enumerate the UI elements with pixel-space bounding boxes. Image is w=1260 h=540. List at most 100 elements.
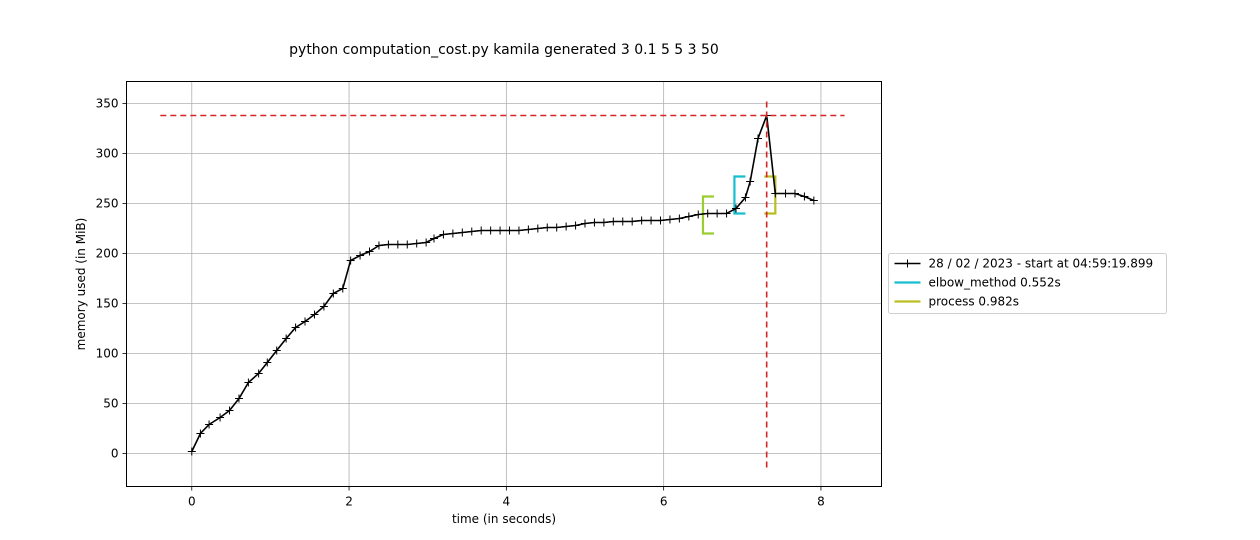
data-point — [282, 334, 291, 343]
y-tick-label: 300 — [96, 147, 119, 161]
data-point — [800, 192, 809, 201]
data-point — [754, 134, 763, 143]
data-point — [533, 224, 542, 233]
legend-label: 28 / 02 / 2023 - start at 04:59:19.899 — [929, 257, 1154, 271]
data-point — [254, 369, 263, 378]
data-point — [329, 289, 338, 298]
x-tick-label: 4 — [503, 495, 511, 509]
data-point — [637, 216, 646, 225]
data-point — [384, 240, 393, 249]
x-axis-ticks: 0 2 4 6 8 — [188, 486, 825, 509]
function-bracket — [701, 195, 714, 235]
data-point — [722, 209, 731, 218]
data-point — [403, 240, 412, 249]
data-point — [244, 378, 253, 387]
data-point — [374, 241, 383, 250]
chart-title: python computation_cost.py kamila genera… — [289, 42, 719, 58]
y-tick-label: 350 — [96, 97, 119, 111]
data-point — [571, 221, 580, 230]
data-point — [205, 420, 214, 429]
data-point — [272, 346, 281, 355]
y-axis-label: memory used (in MiB) — [74, 218, 88, 351]
grid-lines — [126, 81, 882, 487]
legend: 28 / 02 / 2023 - start at 04:59:19.899 el… — [888, 253, 1167, 314]
data-point — [618, 217, 627, 226]
data-point — [684, 212, 693, 221]
legend-label: process 0.982s — [929, 295, 1020, 309]
data-point — [656, 216, 665, 225]
data-point — [412, 239, 421, 248]
data-point — [609, 217, 618, 226]
data-point — [552, 223, 561, 232]
data-point — [713, 209, 722, 218]
data-point — [430, 234, 439, 243]
data-point — [393, 240, 402, 249]
x-tick-label: 0 — [188, 495, 196, 509]
y-tick-label: 200 — [96, 247, 119, 261]
data-point — [496, 226, 505, 235]
data-point — [439, 230, 448, 239]
legend-entry: elbow_method 0.552s — [894, 276, 1061, 290]
data-point — [187, 447, 196, 456]
data-point — [291, 323, 300, 332]
y-tick-label: 250 — [96, 197, 119, 211]
data-point — [599, 218, 608, 227]
data-point — [486, 226, 495, 235]
y-axis-ticks: 0 50 100 150 200 250 300 350 — [96, 97, 127, 461]
y-tick-label: 50 — [103, 397, 118, 411]
data-point — [234, 394, 243, 403]
data-point — [338, 284, 347, 293]
memory-series-line — [191, 115, 815, 452]
x-tick-label: 2 — [345, 495, 353, 509]
y-tick-label: 150 — [96, 297, 119, 311]
axes-frame — [126, 81, 882, 487]
data-point — [809, 196, 818, 205]
data-point — [524, 225, 533, 234]
x-tick-label: 6 — [660, 495, 668, 509]
data-point — [301, 317, 310, 326]
data-point — [216, 413, 225, 422]
data-point — [703, 209, 712, 218]
data-point — [458, 228, 467, 237]
data-point — [590, 218, 599, 227]
legend-entry: 28 / 02 / 2023 - start at 04:59:19.899 — [894, 257, 1154, 271]
data-point — [505, 226, 514, 235]
data-point — [790, 189, 799, 198]
data-point — [543, 223, 552, 232]
legend-box — [888, 253, 1167, 314]
data-point — [467, 227, 476, 236]
legend-label: elbow_method 0.552s — [929, 276, 1061, 290]
plot-area — [160, 99, 845, 468]
data-point — [514, 226, 523, 235]
data-point — [628, 217, 637, 226]
data-point — [741, 193, 750, 202]
data-point — [746, 177, 755, 186]
data-point — [581, 219, 590, 228]
data-point — [771, 189, 780, 198]
data-point — [665, 215, 674, 224]
data-point — [732, 204, 741, 213]
data-point — [310, 310, 319, 319]
data-point — [781, 189, 790, 198]
legend-entry: process 0.982s — [894, 295, 1020, 309]
data-point — [263, 358, 272, 367]
data-point — [562, 222, 571, 231]
data-point — [346, 256, 355, 265]
y-tick-label: 0 — [111, 447, 119, 461]
data-point — [196, 429, 205, 438]
function-bracket — [733, 175, 746, 215]
x-tick-label: 8 — [817, 495, 825, 509]
y-tick-label: 100 — [96, 347, 119, 361]
data-point — [694, 210, 703, 219]
data-point — [477, 226, 486, 235]
data-point — [422, 238, 431, 247]
data-point — [225, 406, 234, 415]
data-point — [356, 251, 365, 260]
data-point — [448, 229, 457, 238]
data-point — [365, 247, 374, 256]
data-point — [647, 216, 656, 225]
data-point — [319, 302, 328, 311]
x-axis-label: time (in seconds) — [452, 512, 556, 526]
data-point — [675, 214, 684, 223]
